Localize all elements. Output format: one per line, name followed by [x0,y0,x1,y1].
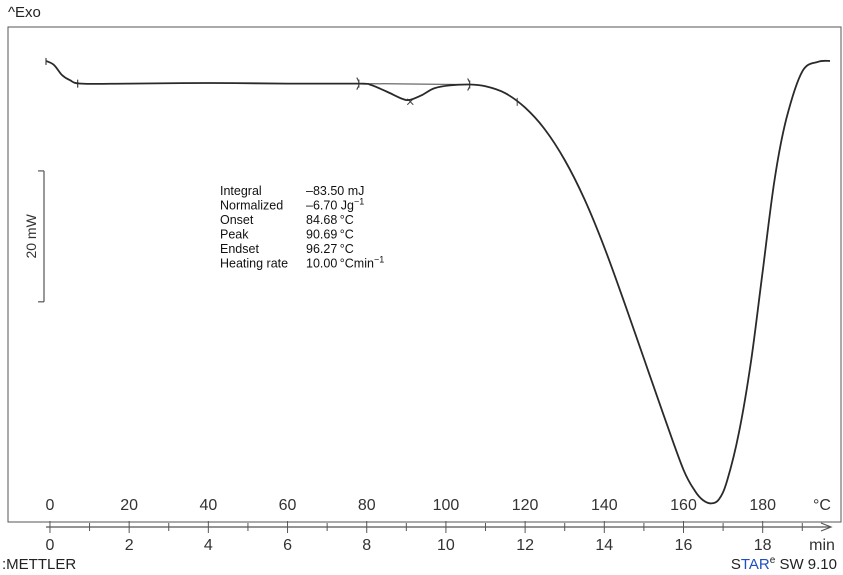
annotation-label: Normalized [220,199,283,213]
temperature-tick-label: 80 [358,497,376,514]
annotation-label: Onset [220,213,254,227]
time-tick-label: 14 [595,537,613,554]
time-tick-label: 10 [437,537,455,554]
temperature-tick-label: 60 [279,497,297,514]
annotation-value-sup: −1 [354,197,364,207]
temperature-tick-label: 160 [670,497,697,514]
exo-direction-label: ^Exo [8,4,41,21]
temperature-tick-label: 120 [512,497,539,514]
annotation-value: 90.69 °C [306,228,354,242]
time-unit-label: min [809,537,835,554]
annotation-value: –83.50 mJ [306,184,364,198]
software-sup: e [769,555,776,566]
time-tick-label: 6 [283,537,292,554]
scale-bar-label: 20 mW [23,213,39,258]
annotation-value: 96.27 °C [306,242,354,256]
annotation-value: 84.68 °C [306,213,354,227]
heat-flow-curve [45,59,831,505]
annotation-value-main: 84.68 °C [306,213,354,227]
plot-frame [7,26,842,523]
time-axis-arrow [820,522,833,532]
time-tick-label: 4 [204,537,213,554]
annotation-value: 10.00 °Cmin−1 [306,255,384,271]
annotation-value-main: 10.00 °Cmin [306,257,374,271]
software-label: STARe SW 9.10 [731,555,837,573]
annotation-value-main: –83.50 mJ [306,184,364,198]
temperature-tick-label: 0 [46,497,55,514]
annotation-value-sup: −1 [374,255,384,265]
software-highlight: TAR [740,556,770,573]
annotation-label: Heating rate [220,257,288,271]
annotation-value-main: –6.70 Jg [306,199,354,213]
annotation-value-main: 96.27 °C [306,242,354,256]
software-suffix: SW 9.10 [775,556,837,573]
annotation-label: Endset [220,242,259,256]
temperature-tick-label: 100 [433,497,460,514]
annotation-label: Integral [220,184,262,198]
temperature-tick-label: 140 [591,497,618,514]
temperature-tick-label: 20 [120,497,138,514]
brand-label: :METTLER [2,556,77,573]
time-tick-label: 12 [516,537,534,554]
temperature-unit-label: °C [813,497,831,514]
temperature-tick-label: 40 [199,497,217,514]
time-tick-label: 18 [754,537,772,554]
time-tick-label: 16 [675,537,693,554]
time-tick-label: 8 [362,537,371,554]
annotation-label: Peak [220,228,249,242]
temperature-tick-label: 180 [749,497,776,514]
annotation-value-main: 90.69 °C [306,228,354,242]
time-tick-label: 2 [125,537,134,554]
time-tick-label: 0 [46,537,55,554]
software-prefix: S [730,556,741,573]
annotation-value: –6.70 Jg−1 [306,197,364,213]
